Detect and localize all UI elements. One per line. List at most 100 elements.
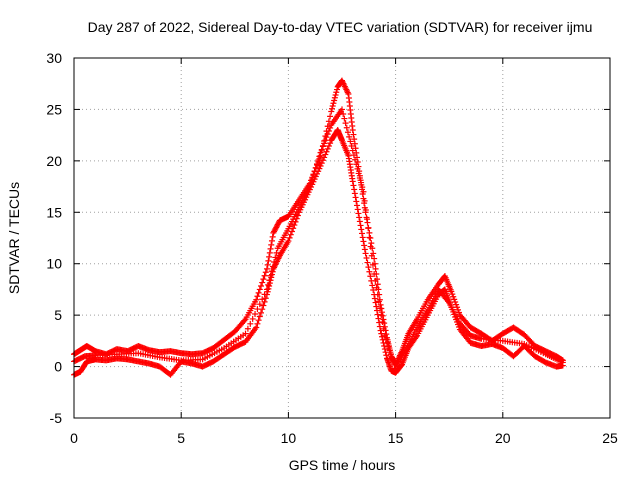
data-point [359,230,366,237]
data-point [379,319,386,325]
data-point [361,242,368,249]
data-point [287,231,294,238]
data-point [355,210,362,217]
data-point [371,295,378,302]
data-point [376,323,383,330]
data-point [323,134,330,141]
data-point [327,124,334,131]
data-point [259,279,266,286]
x-axis-label: GPS time / hours [289,457,396,473]
data-point [266,277,273,284]
data-point [357,222,364,229]
data-point [381,346,388,353]
data-point [378,312,385,319]
data-point [383,336,390,343]
data-point [310,172,317,179]
data-point [265,281,272,288]
data-point [354,202,361,209]
data-point [313,160,320,167]
data-point [366,268,373,275]
data-point [450,293,457,300]
data-point [358,226,365,233]
data-point [253,296,260,303]
data-point [259,296,266,303]
data-point [354,206,361,213]
data-point [365,264,372,271]
data-point [328,105,335,112]
data-point [255,289,262,296]
data-point [266,249,273,256]
data-point [263,286,270,293]
data-point [367,273,374,280]
chart-title: Day 287 of 2022, Sidereal Day-to-day VTE… [88,19,593,35]
data-point [454,304,461,311]
data-point [350,152,357,159]
data-point [380,325,387,332]
data-point [271,259,278,265]
data-point [258,283,265,289]
data-point [452,299,459,305]
data-point [381,343,388,349]
data-point [362,250,369,257]
data-point [372,299,379,306]
data-point [261,291,268,298]
data-point [321,140,328,147]
y-tick-label: 5 [54,307,62,323]
data-point [266,253,273,260]
plot-frame [73,57,611,419]
data-point [269,233,276,240]
data-point [332,92,339,99]
data-point [383,352,390,359]
data-point [344,129,351,136]
x-tick-label: 20 [495,430,511,446]
x-tick-label: 25 [602,430,618,446]
data-point [374,291,381,298]
data-point [387,351,394,357]
data-point [325,128,332,135]
data-point [311,168,318,175]
x-tick-label: 0 [70,430,78,446]
data-point [352,156,359,163]
data-point [451,296,458,303]
data-point [329,103,336,109]
data-point [347,138,354,145]
data-point [244,325,251,332]
data-point [324,131,331,138]
y-tick-label: 10 [46,256,62,272]
data-point [368,240,375,247]
data-point [361,246,368,253]
data-point [350,131,357,138]
data-point [254,320,261,327]
data-point [356,214,363,221]
data-point [390,358,397,365]
data-point [258,309,265,316]
data-point [389,354,396,361]
data-point [455,306,462,313]
data-point [256,301,263,308]
data-point [374,281,381,288]
data-point [449,291,456,298]
data-point [241,317,248,324]
data-series [71,77,566,368]
data-point [346,133,353,140]
plot-area [71,77,566,378]
data-point [260,276,267,283]
data-point [367,243,374,250]
data-point [349,178,356,185]
x-tick-label: 10 [281,430,297,446]
data-point [375,298,382,305]
data-point [321,154,328,161]
y-tick-label: -5 [50,410,63,426]
data-point [324,145,331,152]
data-point [340,111,347,117]
data-point [363,255,370,261]
data-point [356,175,363,181]
data-point [316,165,323,172]
data-point [327,140,334,147]
data-point [261,272,268,279]
data-point [342,120,349,127]
data-point [333,86,340,93]
y-tick-label: 15 [46,204,62,220]
data-point [370,287,377,293]
data-point [331,97,338,104]
